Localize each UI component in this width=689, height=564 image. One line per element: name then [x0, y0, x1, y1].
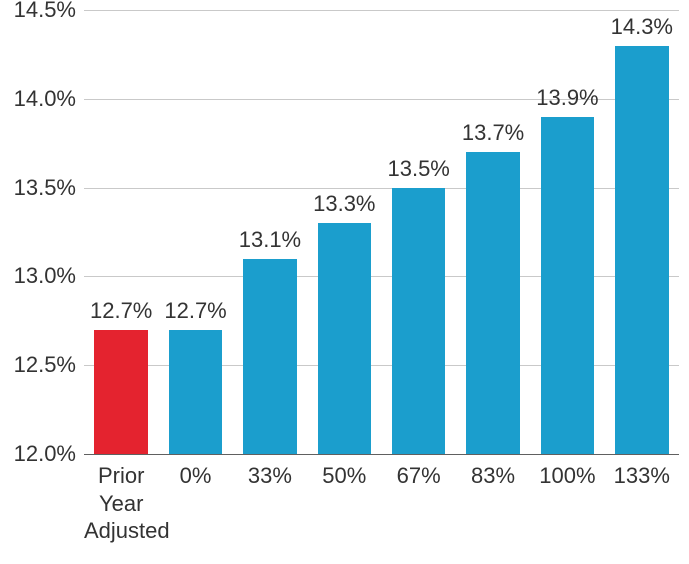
- bar-chart: 12.7%12.7%13.1%13.3%13.5%13.7%13.9%14.3%…: [0, 0, 689, 564]
- x-axis-line: [84, 454, 679, 455]
- bar-value-label: 12.7%: [84, 298, 158, 324]
- bar: [94, 330, 148, 454]
- bar-value-label: 13.3%: [307, 191, 381, 217]
- bar: [466, 152, 520, 454]
- y-tick-label: 12.0%: [6, 441, 76, 467]
- bar-value-label: 13.5%: [382, 156, 456, 182]
- bar: [392, 188, 446, 454]
- y-tick-label: 14.0%: [6, 86, 76, 112]
- x-category-label: 67%: [382, 462, 456, 490]
- x-category-label: 133%: [605, 462, 679, 490]
- plot-area: 12.7%12.7% 13.1%13.3%13.5%13.7%13.9% 14.3%: [84, 10, 679, 454]
- x-category-label: 50%: [307, 462, 381, 490]
- x-category-label: 33%: [233, 462, 307, 490]
- bar-value-label: 12.7%: [158, 298, 232, 324]
- bar-value-label: 13.7%: [456, 120, 530, 146]
- bar: [169, 330, 223, 454]
- x-category-label: Prior Year Adjusted: [84, 462, 158, 545]
- x-category-label: 100%: [530, 462, 604, 490]
- y-tick-label: 14.5%: [6, 0, 76, 23]
- y-tick-label: 13.5%: [6, 175, 76, 201]
- x-category-label: 0%: [158, 462, 232, 490]
- bar-value-label: 13.1%: [233, 227, 307, 253]
- bar: [541, 117, 595, 454]
- bar-value-label: 14.3%: [605, 14, 679, 40]
- y-tick-label: 13.0%: [6, 263, 76, 289]
- grid-line: [84, 10, 679, 11]
- bar-value-label: 13.9%: [530, 85, 604, 111]
- bar: [243, 259, 297, 454]
- bar: [615, 46, 669, 454]
- y-tick-label: 12.5%: [6, 352, 76, 378]
- x-category-label: 83%: [456, 462, 530, 490]
- bar: [318, 223, 372, 454]
